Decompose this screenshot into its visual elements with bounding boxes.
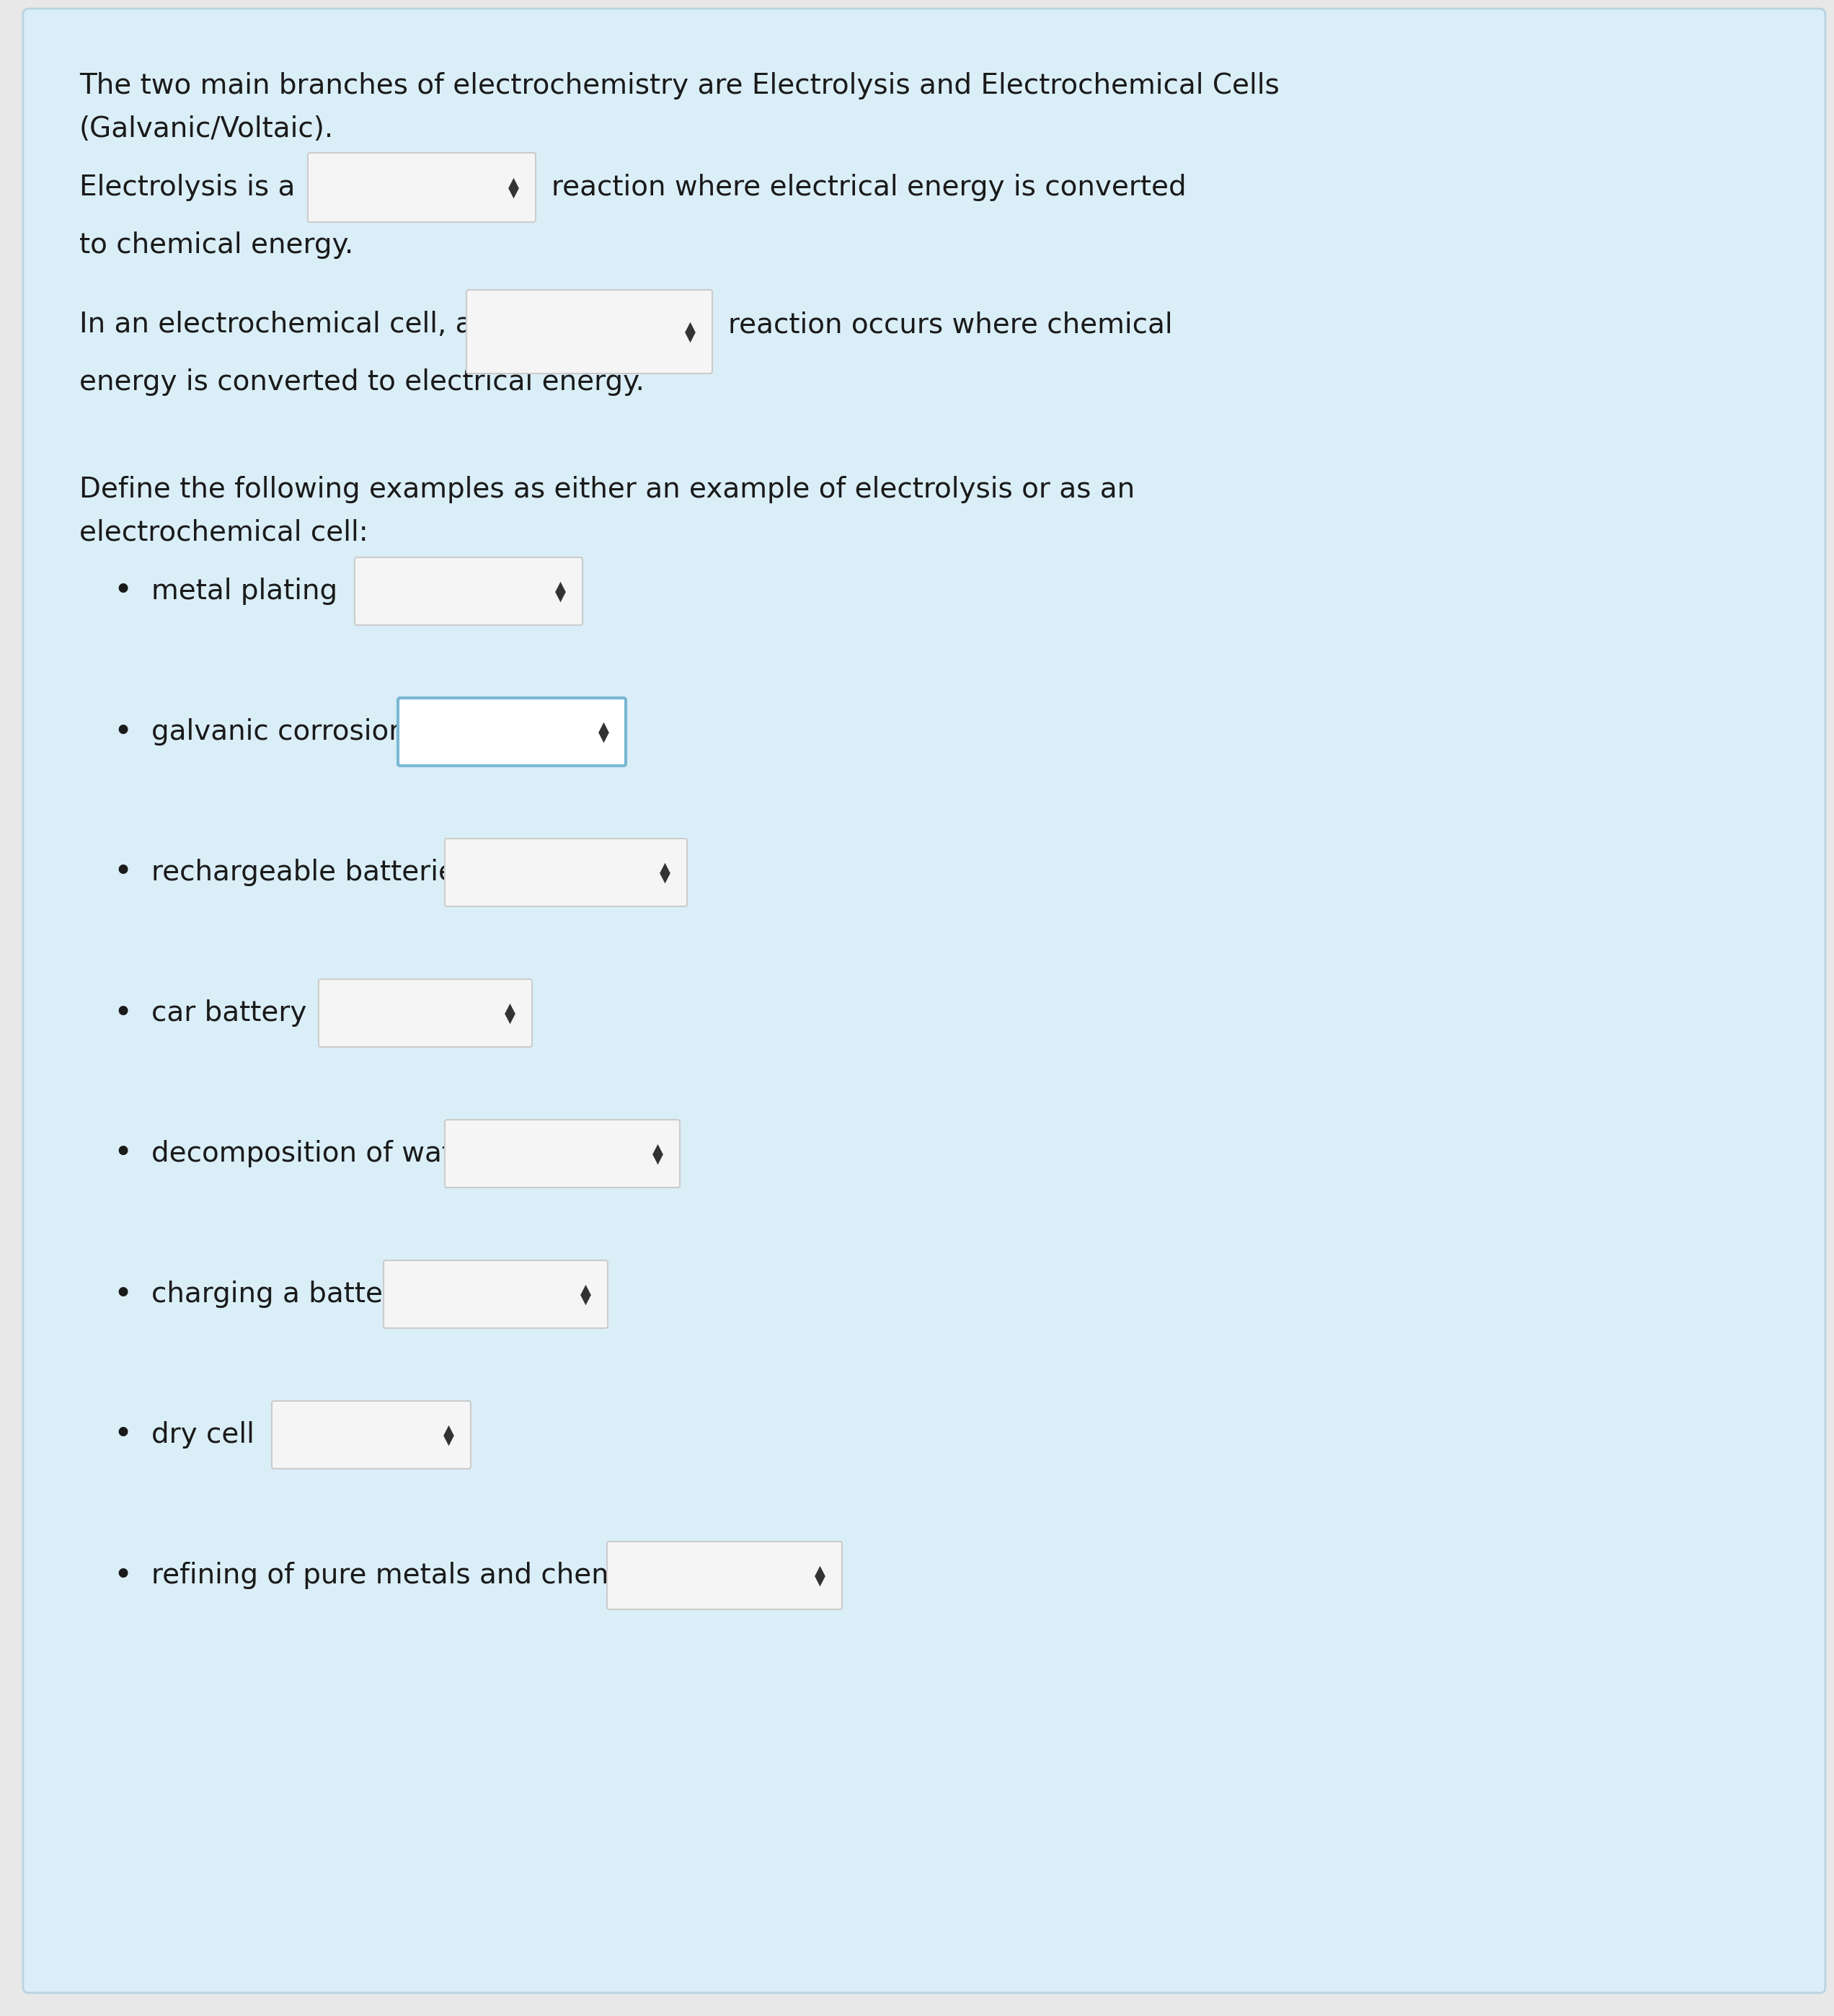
FancyBboxPatch shape [607, 1542, 842, 1609]
Text: galvanic corrosion: galvanic corrosion [152, 718, 407, 746]
Text: energy is converted to electrical energy.: energy is converted to electrical energy… [79, 369, 644, 395]
Text: dry cell: dry cell [152, 1421, 255, 1450]
FancyBboxPatch shape [308, 153, 536, 222]
Text: •: • [114, 998, 132, 1028]
Text: ▲: ▲ [653, 1141, 662, 1155]
FancyBboxPatch shape [24, 8, 1825, 1994]
Text: •: • [114, 1560, 132, 1591]
Text: ▼: ▼ [504, 1012, 515, 1024]
Text: decomposition of water: decomposition of water [152, 1139, 482, 1167]
Text: •: • [114, 1419, 132, 1450]
FancyBboxPatch shape [446, 839, 688, 907]
Text: •: • [114, 716, 132, 748]
Text: ▼: ▼ [684, 331, 695, 343]
FancyBboxPatch shape [446, 1119, 680, 1187]
Text: ▼: ▼ [814, 1574, 825, 1587]
Text: electrochemical cell:: electrochemical cell: [79, 520, 369, 546]
Text: The two main branches of electrochemistry are Electrolysis and Electrochemical C: The two main branches of electrochemistr… [79, 73, 1280, 99]
Text: ▼: ▼ [653, 1151, 662, 1165]
Text: Define the following examples as either an example of electrolysis or as an: Define the following examples as either … [79, 476, 1135, 504]
Text: ▲: ▲ [598, 720, 609, 734]
Text: •: • [114, 577, 132, 607]
FancyBboxPatch shape [319, 980, 532, 1046]
FancyBboxPatch shape [398, 698, 625, 766]
FancyBboxPatch shape [271, 1401, 471, 1470]
Text: ▼: ▼ [554, 589, 565, 603]
Text: Electrolysis is a: Electrolysis is a [79, 173, 295, 202]
Text: (Galvanic/Voltaic).: (Galvanic/Voltaic). [79, 115, 334, 143]
Text: metal plating: metal plating [152, 577, 337, 605]
Text: ▲: ▲ [444, 1423, 453, 1437]
Text: ▼: ▼ [444, 1433, 453, 1447]
Text: ▼: ▼ [598, 730, 609, 744]
Text: ▼: ▼ [580, 1292, 591, 1306]
Text: ▲: ▲ [504, 1002, 515, 1014]
FancyBboxPatch shape [466, 290, 712, 373]
Text: reaction occurs where chemical: reaction occurs where chemical [728, 310, 1172, 339]
Text: ▲: ▲ [508, 175, 519, 190]
Text: charging a battery: charging a battery [152, 1280, 411, 1308]
Text: rechargeable batteries: rechargeable batteries [152, 859, 470, 887]
Text: In an electrochemical cell, a: In an electrochemical cell, a [79, 310, 473, 339]
Text: ▲: ▲ [580, 1282, 591, 1296]
Text: ▲: ▲ [684, 321, 695, 333]
FancyBboxPatch shape [383, 1260, 607, 1329]
Text: reaction where electrical energy is converted: reaction where electrical energy is conv… [552, 173, 1187, 202]
Text: ▲: ▲ [658, 861, 669, 875]
Text: car battery: car battery [152, 1000, 306, 1026]
Text: •: • [114, 1139, 132, 1169]
Text: ▼: ▼ [658, 871, 669, 885]
FancyBboxPatch shape [354, 556, 583, 625]
Text: refining of pure metals and chemicals: refining of pure metals and chemicals [152, 1562, 680, 1589]
Text: •: • [114, 1278, 132, 1310]
Text: ▼: ▼ [508, 185, 519, 200]
Text: ▲: ▲ [554, 579, 565, 593]
Text: •: • [114, 857, 132, 887]
Text: ▲: ▲ [814, 1564, 825, 1577]
Text: to chemical energy.: to chemical energy. [79, 232, 354, 258]
